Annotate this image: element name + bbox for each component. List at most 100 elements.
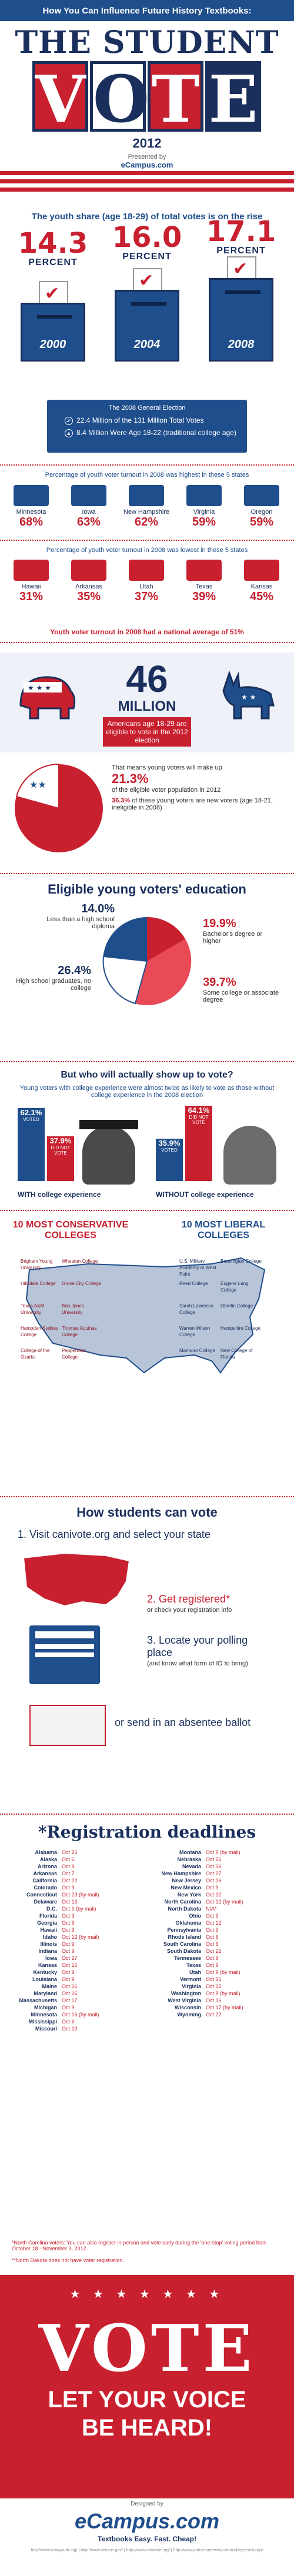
- deadline-date: Oct 6: [62, 1856, 75, 1862]
- edu-pct: 39.7%: [203, 976, 236, 989]
- share-2008: 17.1 PERCENT: [197, 218, 285, 256]
- deadline-date: Oct 16: [62, 1990, 78, 1996]
- title-area: THE STUDENT V O T E 2012 Presented by eC…: [0, 21, 294, 198]
- state-label: Oklahoma: [175, 1920, 201, 1926]
- final-vote: VOTE: [38, 2310, 256, 2386]
- bar-pct: 64.1%: [188, 1106, 210, 1115]
- deadline-date: Oct 22: [62, 1878, 78, 1884]
- registration-row: Illinois Oct 9: [6, 1941, 144, 1948]
- state-label: Arizona: [37, 1864, 57, 1869]
- share-2000: 14.3 PERCENT: [9, 229, 97, 268]
- college-label: Marlboro College: [179, 1348, 215, 1353]
- divider: [0, 1814, 294, 1815]
- deadline-date: Oct 16: [62, 1983, 78, 1989]
- state-pct: 62%: [134, 516, 159, 528]
- who-sub: Young voters with college experience wer…: [19, 1085, 275, 1099]
- state-label: Tennessee: [174, 1955, 201, 1961]
- state-name: Hawaii: [21, 583, 41, 590]
- deadline-date: Oct 23 (by mail): [62, 1892, 99, 1898]
- registration-row: Ohio Oct 9: [150, 1912, 288, 1919]
- step-2-text: 2. Get registered*: [147, 1593, 230, 1605]
- state-shape-icon: [244, 560, 279, 581]
- registration-row: Michigan Oct 9: [6, 2004, 144, 2011]
- pie-info: That means young voters will make up 21.…: [112, 764, 288, 811]
- how-step-1: 1. Visit canivote.org and select your st…: [18, 1528, 211, 1540]
- without-not-voted-bar: 64.1% DID NOT VOTE: [185, 1106, 212, 1181]
- registration-row: New Jersey Oct 16: [150, 1877, 288, 1884]
- state-label: Wyoming: [177, 2012, 201, 2018]
- college-label: Bob Jones University: [62, 1303, 84, 1315]
- registration-row: California Oct 22: [6, 1877, 144, 1884]
- college-label: Grove City College: [62, 1281, 102, 1286]
- college-label: Oberlin College: [220, 1303, 253, 1309]
- state-shape-icon: [14, 485, 49, 506]
- state-cell: New Hampshire 62%: [118, 485, 175, 529]
- registration-row: Mississippi Oct 6: [6, 2018, 144, 2025]
- state-cell: Texas 39%: [176, 560, 232, 604]
- edu-pct: 19.9%: [203, 917, 236, 930]
- million-number: 46: [126, 658, 168, 700]
- pie-desc-1: of the eligible voter population in 2012: [112, 787, 221, 794]
- deadline-date: Oct 16: [206, 1878, 222, 1884]
- college-label: Sarah Lawrence College: [179, 1303, 214, 1315]
- state-label: Nevada: [182, 1864, 201, 1869]
- graduate-icon: ▲: [65, 429, 73, 437]
- state-cell: Utah 37%: [118, 560, 175, 604]
- registration-row: Texas Oct 9: [150, 1962, 288, 1969]
- college-label: Hillsdale College: [21, 1281, 56, 1286]
- divider: [0, 873, 294, 874]
- state-pct: 59%: [192, 516, 216, 528]
- share-2004: 16.0 PERCENT: [103, 223, 191, 262]
- state-label: South Carolina: [163, 1941, 201, 1947]
- state-name: Arkansas: [75, 583, 102, 590]
- how-title: How students can vote: [76, 1505, 218, 1520]
- registration-note-1: *North Carolina voters: You can also reg…: [12, 2240, 267, 2252]
- state-pct: 59%: [249, 516, 274, 528]
- registration-row: North Dakota N/A*: [150, 1905, 288, 1912]
- state-name: Minnesota: [16, 508, 46, 516]
- step-3-text: 3. Locate your polling place: [147, 1634, 248, 1658]
- grad-cap-icon: [79, 1120, 138, 1129]
- edu-less-hs: 14.0% Less than a high school diploma: [44, 902, 115, 930]
- deadline-date: Oct 9: [62, 1969, 75, 1975]
- deadline-date: Oct 17 (by mail): [206, 2005, 243, 2010]
- edu-pct: 14.0%: [81, 902, 115, 915]
- state-shape-icon: [129, 485, 164, 506]
- share-pct: 14.3: [18, 227, 88, 260]
- state-label: D.C.: [46, 1906, 57, 1912]
- state-label: Montana: [179, 1849, 201, 1855]
- brand-logo[interactable]: eCampus.com: [74, 2509, 220, 2533]
- pie-pct-1: 21.3%: [112, 771, 149, 786]
- state-label: Louisiana: [32, 1976, 57, 1982]
- state-label: Pennsylvania: [167, 1927, 201, 1933]
- svg-text:★ ★: ★ ★: [241, 693, 256, 701]
- national-average: Youth voter turnout in 2008 had a nation…: [50, 628, 244, 636]
- deadline-date: Oct 9: [62, 1864, 75, 1869]
- final-banner: ★ ★ ★ ★ ★ ★ ★ VOTE LET YOUR VOICE BE HEA…: [0, 2275, 294, 2498]
- registration-row: Connecticut Oct 23 (by mail): [6, 1891, 144, 1898]
- state-cell: Oregon 59%: [233, 485, 290, 529]
- ballot-icon: ✔: [65, 416, 73, 425]
- liberal-title: 10 MOST LIBERAL COLLEGES: [181, 1220, 266, 1240]
- voter-registration-card-icon: [29, 1625, 100, 1684]
- deadline-date: Oct 6: [206, 1934, 219, 1940]
- college-label: Wheaton College: [62, 1259, 98, 1264]
- state-label: North Dakota: [168, 1906, 201, 1912]
- stars-decoration: ★ ★ ★ ★ ★ ★ ★: [69, 2288, 225, 2301]
- brand-small: eCampus.com: [121, 160, 173, 169]
- vote-letter-o: O: [90, 61, 149, 135]
- deadline-date: Oct 16: [206, 1864, 222, 1869]
- registration-row: Kansas Oct 16: [6, 1962, 144, 1969]
- deadline-date: Oct 9: [206, 1955, 219, 1961]
- registration-left-column: Alabama Oct 26 Alaska Oct 6 Arizona Oct 9 Arka…: [6, 1849, 144, 2032]
- college-label: U.S. Military Academy at West Point: [179, 1259, 216, 1277]
- million-section: ★ ★ ★ 46 MILLION Americans age 18-29 are…: [0, 653, 294, 752]
- state-label: New York: [177, 1892, 201, 1898]
- registration-row: Minnesota Oct 16 (by mail): [6, 2011, 144, 2018]
- share-label: PERCENT: [28, 257, 78, 267]
- with-college-label: WITH college experience: [18, 1190, 101, 1199]
- bar-pct: 35.9%: [158, 1139, 181, 1148]
- state-pct: 45%: [249, 590, 274, 603]
- young-voter-share: ★★ That means young voters will make up …: [0, 758, 294, 870]
- state-label: Michigan: [34, 2005, 57, 2010]
